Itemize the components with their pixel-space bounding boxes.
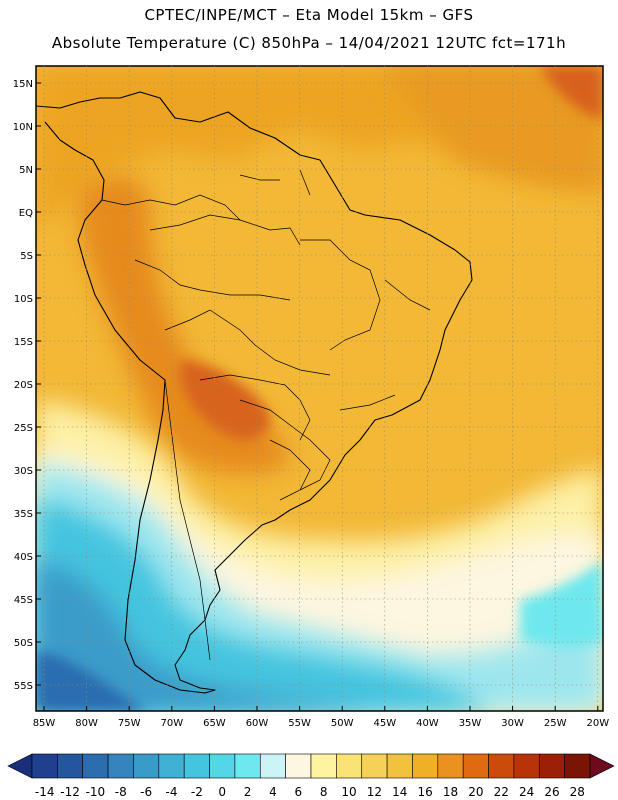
colorbar-label: 2	[244, 785, 252, 799]
colorbar-label: -10	[86, 785, 106, 799]
graticule	[36, 66, 603, 711]
lon-label: 45W	[373, 718, 396, 729]
colorbar-label: 14	[392, 785, 407, 799]
lat-label: EQ	[19, 208, 33, 219]
coastline	[35, 91, 473, 694]
colorbar-label: 16	[417, 785, 432, 799]
colorbar-swatch	[538, 753, 565, 779]
lat-labels: 15N 10N 5N EQ 5S 10S 15S 20S 25S 30S 35S 40S 45S 50S 5…	[13, 79, 33, 692]
field-dark-blue	[36, 650, 150, 711]
lat-label: 50S	[14, 638, 33, 649]
lat-label: 5S	[20, 251, 33, 262]
colorbar-swatch	[488, 753, 515, 779]
colorbar-swatch	[462, 753, 489, 779]
colorbar-swatch	[336, 753, 363, 779]
colorbar-swatch	[82, 753, 109, 779]
colorbar-swatch	[183, 753, 210, 779]
chart-title: CPTEC/INPE/MCT – Eta Model 15km – GFS	[144, 6, 474, 24]
lon-label: 85W	[33, 718, 56, 729]
colorbar: -14 -12 -10 -8 -6 -4 -2 0 2 4 6 8 10 12 14 16 18 20 22 24 26…	[7, 753, 615, 799]
lat-label: 15N	[13, 79, 33, 90]
field-east-cyan	[520, 560, 603, 648]
lat-label: 55S	[14, 681, 33, 692]
colorbar-label: 18	[443, 785, 458, 799]
lat-label: 15S	[14, 337, 33, 348]
field-blue	[36, 560, 380, 711]
field-north-east	[380, 66, 603, 190]
lon-label: 30W	[501, 718, 524, 729]
colorbar-arrow-right	[589, 753, 615, 779]
lon-label: 20W	[586, 718, 609, 729]
colorbar-swatch	[234, 753, 261, 779]
lat-label: 45S	[14, 595, 33, 606]
colorbar-swatch	[158, 753, 185, 779]
colorbar-swatch	[513, 753, 540, 779]
colorbar-swatch	[386, 753, 413, 779]
lon-label: 75W	[118, 718, 141, 729]
colorbar-label: -12	[60, 785, 80, 799]
colorbar-label: 4	[269, 785, 277, 799]
lat-label: 40S	[14, 552, 33, 563]
colorbar-swatch	[361, 753, 388, 779]
colorbar-swatch	[310, 753, 337, 779]
colorbar-swatch	[437, 753, 464, 779]
lon-label: 50W	[331, 718, 354, 729]
colorbar-label: 28	[570, 785, 585, 799]
colorbar-swatch	[57, 753, 84, 779]
colorbar-label: 10	[341, 785, 356, 799]
lat-label: 35S	[14, 509, 33, 520]
lat-label: 10N	[13, 122, 33, 133]
lat-label: 5N	[19, 165, 33, 176]
colorbar-label: -2	[191, 785, 203, 799]
lon-label: 55W	[288, 718, 311, 729]
colorbar-label: -4	[166, 785, 178, 799]
colorbar-swatch	[259, 753, 286, 779]
colorbar-swatch	[285, 753, 312, 779]
colorbar-label: 20	[468, 785, 483, 799]
colorbar-label: 8	[320, 785, 328, 799]
lon-label: 35W	[459, 718, 482, 729]
colorbar-label: 26	[544, 785, 559, 799]
country-borders	[101, 169, 431, 661]
colorbar-swatch	[133, 753, 160, 779]
colorbar-swatch	[107, 753, 134, 779]
lat-label: 30S	[14, 466, 33, 477]
colorbar-label: 22	[494, 785, 509, 799]
lon-label: 40W	[416, 718, 439, 729]
colorbar-arrow-left	[7, 753, 33, 779]
colorbar-label: 0	[218, 785, 226, 799]
colorbar-label: 12	[367, 785, 382, 799]
lat-label: 25S	[14, 423, 33, 434]
lon-label: 70W	[160, 718, 183, 729]
colorbar-label: -6	[140, 785, 152, 799]
colorbar-swatch	[412, 753, 439, 779]
map-frame	[35, 65, 604, 712]
colorbar-swatch	[209, 753, 236, 779]
colorbar-label: -8	[115, 785, 127, 799]
colorbar-label: 24	[519, 785, 534, 799]
lat-label: 10S	[14, 294, 33, 305]
field-hot-patch	[540, 66, 603, 120]
lon-label: 25W	[544, 718, 567, 729]
lon-label: 80W	[75, 718, 98, 729]
chart-subtitle: Absolute Temperature (C) 850hPa – 14/04/…	[51, 34, 567, 52]
colorbar-label: -14	[35, 785, 55, 799]
colorbar-swatch	[31, 753, 58, 779]
colorbar-swatch	[564, 753, 591, 779]
field-andes	[79, 176, 289, 474]
lat-label: 20S	[14, 380, 33, 391]
colorbar-label: 6	[294, 785, 302, 799]
lon-label: 65W	[203, 718, 226, 729]
map-field	[36, 66, 603, 711]
lon-label: 60W	[246, 718, 269, 729]
field-teal	[36, 500, 490, 711]
field-chaco	[180, 360, 271, 440]
lon-labels: 85W 80W 75W 70W 65W 60W 55W 50W 45W 40W 35W 30W 25W 2…	[33, 718, 610, 729]
